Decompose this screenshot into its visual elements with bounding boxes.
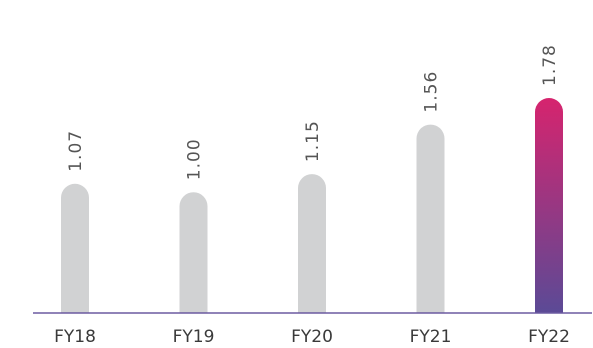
data-labels-group: 1.07 1.00 1.15 1.56 1.78 bbox=[66, 44, 560, 180]
x-tick-labels-group: FY18 FY19 FY20 FY21 FY22 bbox=[54, 327, 570, 347]
data-label-fy19: 1.00 bbox=[185, 138, 205, 180]
bar-fy18 bbox=[61, 183, 89, 313]
data-label-fy18: 1.07 bbox=[66, 130, 86, 172]
bar-fy19 bbox=[179, 192, 208, 313]
bar-fy20 bbox=[298, 174, 326, 313]
data-label-fy21: 1.56 bbox=[422, 71, 442, 113]
bar-fy21 bbox=[416, 124, 445, 314]
data-label-fy20: 1.15 bbox=[303, 120, 323, 162]
tick-label-fy19: FY19 bbox=[173, 327, 215, 347]
tick-label-fy18: FY18 bbox=[54, 327, 96, 347]
data-label-fy22: 1.78 bbox=[540, 44, 560, 86]
bar-fy22 bbox=[535, 98, 563, 313]
tick-label-fy22: FY22 bbox=[528, 327, 570, 347]
tick-label-fy20: FY20 bbox=[291, 327, 333, 347]
tick-label-fy21: FY21 bbox=[410, 327, 452, 347]
bars-group bbox=[61, 98, 563, 314]
